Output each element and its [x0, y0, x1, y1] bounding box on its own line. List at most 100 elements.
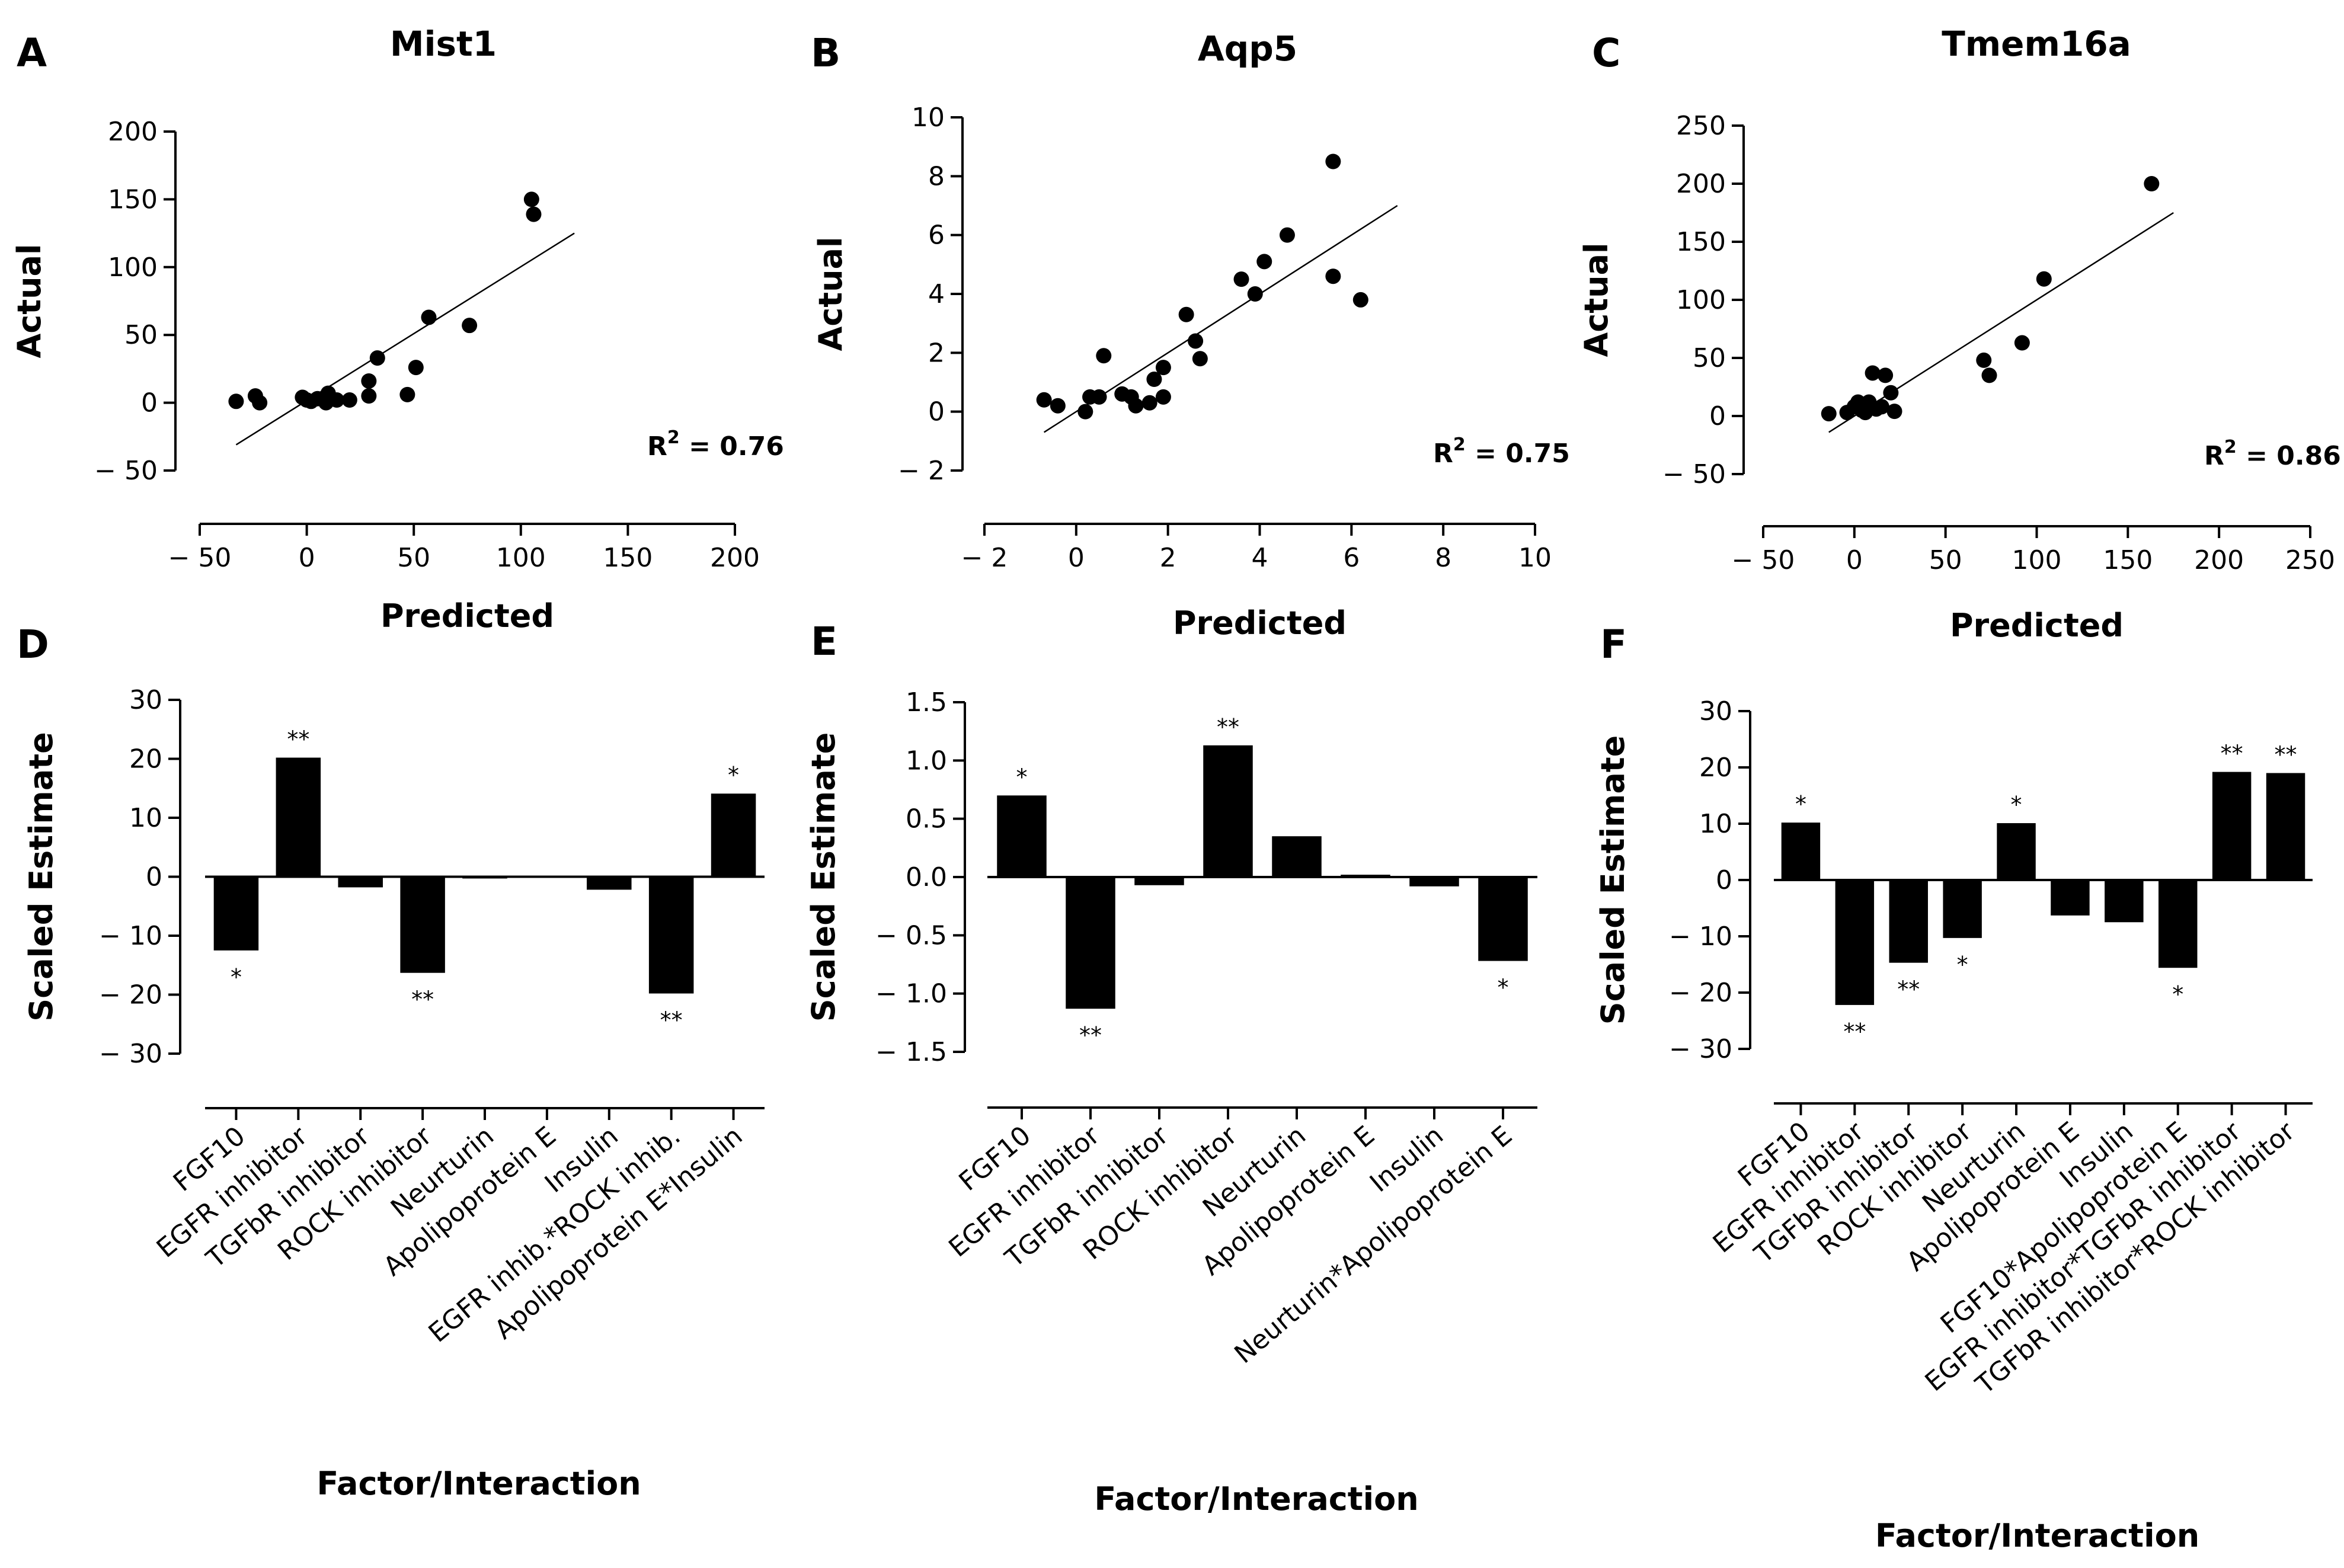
bar	[525, 876, 570, 878]
x-tick-label: 10	[1518, 543, 1552, 573]
bar	[1835, 880, 1875, 1005]
x-tick-label: − 50	[168, 543, 232, 573]
bar	[587, 876, 632, 890]
y-tick-label: 20	[1699, 753, 1732, 783]
significance-marker: **	[411, 987, 434, 1013]
panel-a: A Mist1 − 50 0 50 100 150 200 − 50 0 50 100 150 200…	[11, 24, 784, 635]
data-point	[1256, 254, 1272, 270]
data-point	[369, 350, 385, 366]
x-tick-label: 100	[496, 543, 546, 573]
significance-marker: **	[2275, 742, 2297, 768]
y-tick-label: 0	[928, 397, 945, 427]
data-point	[1976, 352, 1992, 368]
y-tick-label: − 10	[1669, 921, 1732, 952]
significance-marker: **	[1217, 714, 1239, 740]
y-tick-label: 250	[1676, 111, 1726, 141]
bar	[1203, 745, 1253, 877]
panel-b: B Aqp5 − 2 0 2 4 6 8 10 − 2 0 2 4 6 8 10 Predicted Actu…	[811, 28, 1570, 642]
x-tick-label: 50	[1929, 545, 1962, 575]
chart-e: − 1.5− 1.0− 0.50.00.51.01.5*FGF10**EGFR …	[805, 687, 1537, 1518]
panel-letter-e: E	[811, 619, 837, 664]
data-point	[252, 395, 268, 411]
y-tick-label: 50	[124, 320, 158, 350]
y-tick-label: − 50	[94, 456, 158, 486]
y-tick-label: − 1.5	[875, 1037, 947, 1067]
chart-c: − 50 0 50 100 150 200 250 − 50 0 50 100 150 200 250 Pr…	[1578, 111, 2341, 644]
x-tick-label: − 50	[1732, 545, 1795, 575]
y-tick-label: 0.5	[906, 804, 947, 834]
panel-title-c: Tmem16a	[1942, 24, 2131, 64]
y-tick-label: 4	[928, 279, 945, 309]
r-squared-label: R2 = 0.86	[2204, 437, 2341, 471]
bar	[1781, 823, 1821, 880]
bar	[276, 757, 321, 877]
y-tick-label: 10	[129, 803, 162, 833]
y-tick-label: 1.0	[906, 745, 947, 776]
x-tick-label: 4	[1252, 543, 1268, 573]
bar	[2051, 880, 2090, 916]
y-tick-label: 150	[108, 184, 158, 215]
y-tick-label: 0.0	[906, 862, 947, 892]
y-tick-label: 50	[1693, 343, 1726, 373]
x-tick-label: 150	[603, 543, 653, 573]
bar	[2105, 880, 2144, 923]
bar	[1066, 877, 1115, 1009]
data-point	[1077, 404, 1093, 420]
panel-letter-d: D	[17, 622, 49, 667]
y-tick-label: − 1.0	[875, 979, 947, 1009]
chart-b: − 2 0 2 4 6 8 10 − 2 0 2 4 6 8 10 Predicted Actual R2 = …	[812, 103, 1570, 642]
x-tick-label: 0	[1068, 543, 1085, 573]
y-tick-label: − 30	[99, 1039, 162, 1069]
data-point	[1352, 292, 1368, 308]
data-point	[2036, 271, 2052, 287]
data-point	[1883, 385, 1899, 401]
bar	[997, 795, 1047, 877]
r-squared-label: R2 = 0.75	[1433, 434, 1570, 469]
data-point	[526, 206, 542, 222]
bar	[1134, 877, 1184, 885]
data-point	[462, 318, 478, 334]
x-tick-label: 6	[1343, 543, 1360, 573]
x-tick-label: 50	[397, 543, 430, 573]
bar	[1272, 836, 1322, 877]
y-tick-label: 100	[1676, 285, 1726, 315]
bar	[1341, 875, 1390, 877]
y-tick-label: 0	[141, 388, 158, 418]
data-point	[1141, 395, 1157, 411]
y-tick-label: 30	[1699, 696, 1732, 727]
significance-marker: **	[660, 1007, 683, 1033]
y-tick-label: 1.5	[906, 687, 947, 718]
significance-marker: *	[1016, 764, 1028, 790]
panel-letter-b: B	[811, 30, 840, 76]
x-tick-label: 0	[299, 543, 315, 573]
bar	[1943, 880, 1982, 938]
significance-marker: *	[1957, 952, 1968, 978]
x-axis-title: Factor/Interaction	[1875, 1517, 2199, 1554]
bar	[213, 876, 259, 951]
x-axis-title: Predicted	[1950, 607, 2124, 644]
chart-a: − 50 0 50 100 150 200 − 50 0 50 100 150 200 Predicte…	[11, 117, 784, 635]
y-axis-title: Actual	[11, 244, 48, 358]
y-tick-label: 2	[928, 338, 945, 368]
panel-e: E − 1.5− 1.0− 0.50.00.51.01.5*FGF10**EGF…	[805, 619, 1537, 1518]
data-point	[1188, 333, 1204, 349]
significance-marker: **	[1843, 1019, 1866, 1045]
data-point	[1155, 389, 1171, 405]
data-point	[361, 388, 377, 404]
significance-marker: **	[1897, 977, 1920, 1003]
data-point	[2014, 335, 2030, 351]
y-tick-label: 0	[1716, 865, 1732, 895]
significance-marker: *	[1498, 975, 1509, 1001]
data-point	[1279, 227, 1295, 243]
x-axis-title: Predicted	[380, 597, 554, 635]
bar	[1478, 877, 1528, 961]
x-tick-label: 200	[710, 543, 760, 573]
y-axis-title: Scaled Estimate	[805, 732, 842, 1022]
x-tick-label: 200	[2194, 545, 2244, 575]
y-tick-label: 200	[1676, 169, 1726, 199]
x-axis-title: Factor/Interaction	[1094, 1480, 1418, 1518]
